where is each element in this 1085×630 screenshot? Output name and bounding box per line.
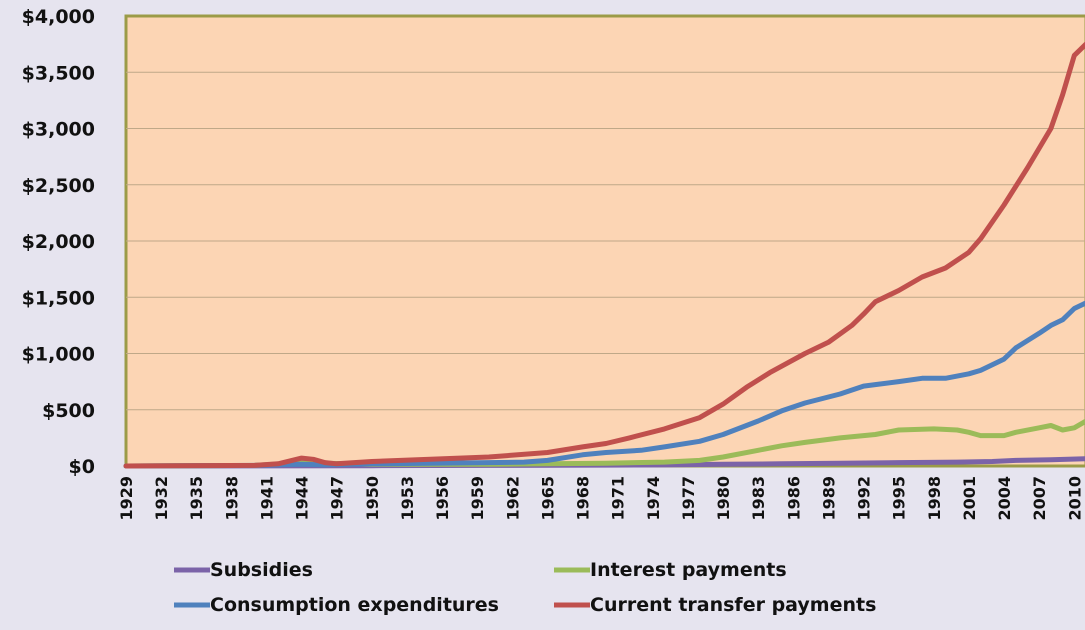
x-tick-label: 2007	[1030, 476, 1049, 521]
x-tick-label: 1965	[538, 476, 557, 521]
x-tick-label: 1941	[257, 476, 276, 521]
y-axis: $0 $500 $1,000 $1,500 $2,000 $2,500 $3,000 $3,5…	[22, 6, 95, 478]
legend-label-interest-payments: Interest payments	[590, 559, 787, 581]
x-tick-label: 1998	[925, 476, 944, 521]
x-tick-label: 1956	[433, 476, 452, 521]
x-tick-label: 1968	[574, 476, 593, 521]
x-tick-label: 1971	[609, 476, 628, 521]
x-tick-label: 1989	[819, 476, 838, 521]
x-tick-label: 2010	[1065, 476, 1084, 521]
x-tick-label: 1935	[187, 476, 206, 521]
series-line-current-transfer-payments	[123, 41, 1085, 469]
x-tick-label: 1959	[468, 476, 487, 521]
legend-label-consumption-expenditures: Consumption expenditures	[210, 594, 499, 616]
x-tick-label: 1929	[117, 476, 136, 521]
x-tick-label: 1947	[328, 476, 347, 521]
y-tick-label: $4,000	[22, 6, 95, 28]
x-tick-label: 1962	[503, 476, 522, 521]
x-tick-label: 1986	[784, 476, 803, 521]
y-tick-label: $2,500	[22, 175, 95, 197]
series-lines	[123, 41, 1085, 469]
x-tick-label: 1938	[222, 476, 241, 521]
x-tick-label: 1950	[363, 476, 382, 521]
y-tick-label: $0	[69, 456, 95, 478]
legend: Subsidies Interest payments Consumption ex…	[174, 559, 876, 616]
x-tick-label: 1992	[855, 476, 874, 521]
y-tick-label: $2,000	[22, 231, 95, 253]
legend-label-subsidies: Subsidies	[210, 559, 313, 581]
y-tick-label: $1,500	[22, 287, 95, 309]
x-tick-label: 2004	[995, 476, 1014, 521]
x-tick-label: 1983	[749, 476, 768, 521]
series-line-consumption-expenditures	[123, 300, 1085, 469]
x-tick-label: 1980	[714, 476, 733, 521]
x-tick-label: 1953	[398, 476, 417, 521]
x-tick-label: 1944	[293, 476, 312, 521]
y-tick-label: $3,000	[22, 119, 95, 141]
grid	[126, 71, 1085, 411]
x-tick-label: 1932	[152, 476, 171, 521]
x-tick-label: 1977	[679, 476, 698, 521]
x-tick-label: 1974	[644, 476, 663, 521]
x-axis: 1929 1932 1935 1938 1941 1944 1947 1950 1953 1956…	[117, 476, 1084, 521]
y-tick-label: $500	[42, 400, 95, 422]
x-tick-label: 1995	[890, 476, 909, 521]
y-tick-label: $3,500	[22, 62, 95, 84]
y-tick-label: $1,000	[22, 344, 95, 366]
legend-label-current-transfer-payments: Current transfer payments	[590, 594, 876, 616]
x-tick-label: 2001	[960, 476, 979, 521]
